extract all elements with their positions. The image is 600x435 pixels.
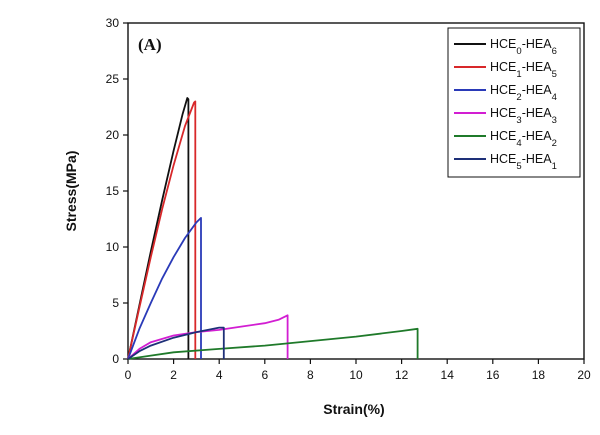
y-tick-label: 15 <box>106 184 120 198</box>
y-tick-label: 20 <box>106 128 120 142</box>
y-axis-title: Stress(MPa) <box>63 151 79 232</box>
series-line-hce4-hea2 <box>127 327 419 360</box>
panel-label: (A) <box>138 35 162 54</box>
y-tick-label: 10 <box>106 240 120 254</box>
x-axis-title: Strain(%) <box>323 401 384 417</box>
legend-label: HCE2-HEA4 <box>490 83 557 103</box>
x-tick-label: 16 <box>486 368 500 382</box>
y-axis-ticks: 0 5 10 15 20 25 30 <box>106 16 128 366</box>
legend-box <box>447 27 581 178</box>
series-line-hce2-hea4 <box>127 216 202 360</box>
x-tick-label: 8 <box>307 368 314 382</box>
y-tick-label: 5 <box>112 296 119 310</box>
series-line-hce5-hea1 <box>127 326 225 360</box>
y-tick-label: 25 <box>106 72 120 86</box>
legend: HCE0-HEA6 HCE1-HEA5 HCE2-HEA4 HCE3-HEA3 HCE4… <box>447 27 581 178</box>
x-tick-label: 10 <box>349 368 363 382</box>
legend-label: HCE0-HEA6 <box>490 37 557 57</box>
y-tick-label: 30 <box>106 16 120 30</box>
x-tick-label: 14 <box>441 368 455 382</box>
series-layer <box>127 97 419 360</box>
legend-label: HCE4-HEA2 <box>490 129 557 149</box>
y-tick-label: 0 <box>112 352 119 366</box>
x-tick-label: 18 <box>532 368 546 382</box>
legend-label: HCE1-HEA5 <box>490 60 557 80</box>
x-tick-label: 12 <box>395 368 409 382</box>
series-line-hce3-hea3 <box>127 314 289 360</box>
x-tick-label: 6 <box>261 368 268 382</box>
x-tick-label: 2 <box>170 368 177 382</box>
x-tick-label: 20 <box>577 368 591 382</box>
legend-label: HCE3-HEA3 <box>490 106 557 126</box>
series-line-hce1-hea5 <box>127 100 197 360</box>
x-axis-ticks: 0 2 4 6 8 10 12 14 16 18 20 <box>125 359 591 382</box>
legend-label: HCE5-HEA1 <box>490 152 557 172</box>
x-tick-label: 0 <box>125 368 132 382</box>
x-tick-label: 4 <box>216 368 223 382</box>
